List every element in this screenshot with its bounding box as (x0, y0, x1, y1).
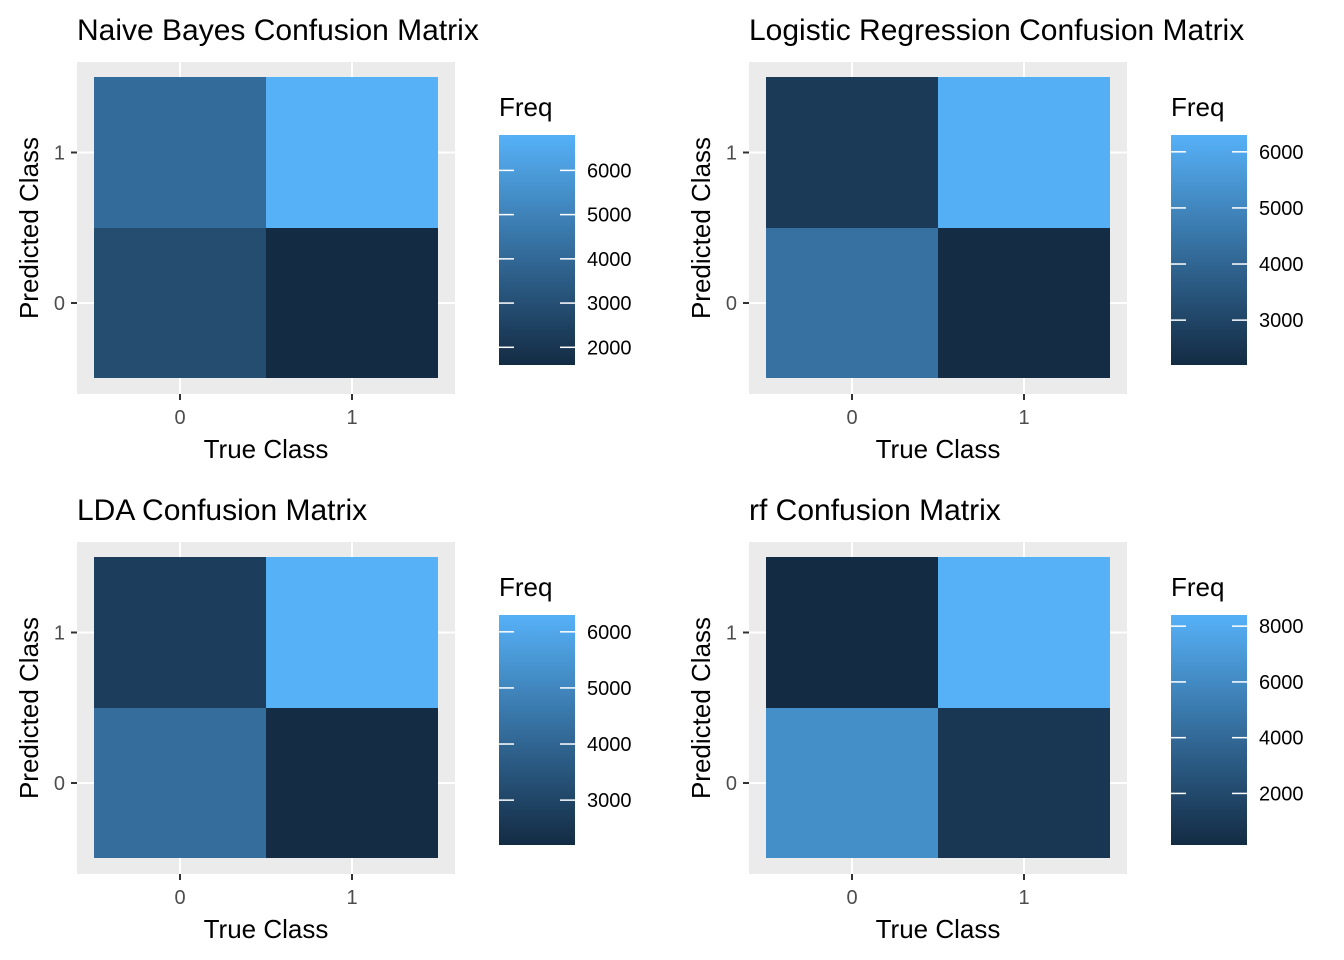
x-tick-label: 1 (346, 407, 357, 429)
x-axis-title: True Class (876, 434, 1001, 464)
x-tick-label: 1 (346, 887, 357, 909)
legend-label: 2000 (587, 337, 632, 359)
heatmap-cell (266, 557, 438, 708)
heatmap-cell (766, 557, 938, 708)
y-tick-label: 0 (726, 773, 737, 795)
heatmap-cell (938, 228, 1110, 378)
y-tick-label: 1 (54, 143, 65, 165)
heatmap-cell (94, 77, 266, 228)
legend-label: 5000 (587, 205, 632, 227)
y-axis-title: Predicted Class (14, 137, 44, 319)
heatmap-cell (94, 228, 266, 378)
legend-label: 6000 (1259, 672, 1304, 694)
y-axis-title: Predicted Class (686, 617, 716, 799)
y-tick-label: 1 (726, 623, 737, 645)
heatmap-cell (94, 557, 266, 708)
legend-label: 3000 (587, 293, 632, 315)
legend-colorbar (499, 135, 575, 365)
x-axis-title: True Class (876, 914, 1001, 944)
legend-label: 2000 (1259, 783, 1304, 805)
legend-title: Freq (499, 92, 552, 122)
legend-colorbar (1171, 615, 1247, 845)
legend-label: 6000 (587, 622, 632, 644)
legend-label: 6000 (587, 160, 632, 182)
legend-title: Freq (499, 572, 552, 602)
panel-title: rf Confusion Matrix (749, 494, 1001, 527)
legend-label: 5000 (587, 678, 632, 700)
heatmap-cell (938, 77, 1110, 228)
x-tick-label: 0 (846, 407, 857, 429)
chart-panel: rf Confusion Matrix 0 1 0 1 True Class Predict… (686, 494, 1304, 944)
y-tick-label: 0 (54, 293, 65, 315)
heatmap-cell (766, 77, 938, 228)
x-tick-label: 0 (846, 887, 857, 909)
chart-panel: Logistic Regression Confusion Matrix 0 1 0 1… (686, 14, 1304, 464)
x-tick-label: 1 (1018, 407, 1029, 429)
heatmap-cell (938, 557, 1110, 708)
legend-label: 4000 (587, 734, 632, 756)
heatmap-cell (266, 77, 438, 228)
legend-title: Freq (1171, 572, 1224, 602)
heatmap-cell (94, 708, 266, 858)
legend-label: 4000 (587, 249, 632, 271)
chart-panel: LDA Confusion Matrix 0 1 0 1 True Class Predic… (14, 494, 632, 944)
heatmap-cell (266, 708, 438, 858)
chart-panel: Naive Bayes Confusion Matrix 0 1 0 1 True Cla… (14, 14, 632, 464)
legend-colorbar (499, 615, 575, 845)
panel-title: Naive Bayes Confusion Matrix (77, 14, 479, 47)
legend-label: 5000 (1259, 198, 1304, 220)
panel-title: Logistic Regression Confusion Matrix (749, 14, 1244, 47)
legend-label: 3000 (587, 790, 632, 812)
x-tick-label: 1 (1018, 887, 1029, 909)
heatmap-cell (766, 708, 938, 858)
legend-colorbar (1171, 135, 1247, 365)
y-tick-label: 0 (54, 773, 65, 795)
heatmap-cell (766, 228, 938, 378)
y-tick-label: 0 (726, 293, 737, 315)
legend-title: Freq (1171, 92, 1224, 122)
legend-label: 4000 (1259, 728, 1304, 750)
legend-label: 8000 (1259, 616, 1304, 638)
heatmap-cell (938, 708, 1110, 858)
legend-label: 6000 (1259, 142, 1304, 164)
y-tick-label: 1 (726, 143, 737, 165)
heatmap-cell (266, 228, 438, 378)
x-axis-title: True Class (204, 434, 329, 464)
y-axis-title: Predicted Class (14, 617, 44, 799)
x-axis-title: True Class (204, 914, 329, 944)
x-tick-label: 0 (174, 407, 185, 429)
y-axis-title: Predicted Class (686, 137, 716, 319)
x-tick-label: 0 (174, 887, 185, 909)
panel-title: LDA Confusion Matrix (77, 494, 367, 527)
y-tick-label: 1 (54, 623, 65, 645)
legend-label: 3000 (1259, 310, 1304, 332)
legend-label: 4000 (1259, 254, 1304, 276)
